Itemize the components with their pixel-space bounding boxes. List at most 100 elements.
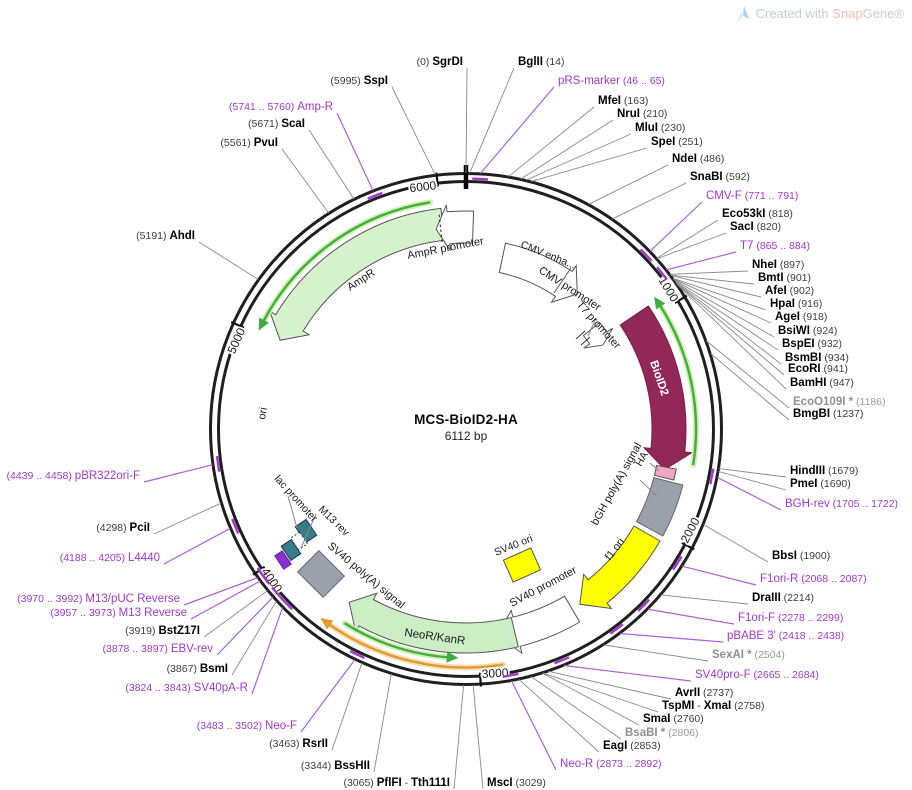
leader-bspei: [675, 281, 779, 351]
primer-foot-f1ori-f: [637, 598, 651, 612]
leader-bsmbi: [675, 281, 782, 365]
leader-sexai: [603, 644, 709, 662]
m13-rev-label: M13 rev: [316, 504, 352, 540]
leader-agei: [673, 278, 772, 324]
site-label-ecori: EcoRI (941): [788, 363, 848, 375]
leader-msci: [472, 684, 484, 790]
site-label-ahdi: (5191) AhdI: [136, 230, 195, 242]
leader-pbabe3: [619, 632, 724, 643]
primer-foot-amp-r: [367, 191, 383, 200]
site-label-bmgbi: BmgBI (1237): [793, 408, 863, 420]
leader-m13-reverse: [190, 580, 261, 620]
site-label-hpai: HpaI (916): [770, 298, 822, 310]
ha-leader: [649, 462, 660, 472]
leader-eco53ki: [656, 219, 719, 259]
bgh-leader: [639, 479, 658, 497]
site-label-sgrdi: (0) SgrDI: [417, 56, 463, 68]
t7-leader: [587, 317, 597, 337]
leader-afei: [670, 274, 762, 298]
leader-ebv-rev: [216, 596, 274, 656]
leader-bsabi: [530, 676, 622, 740]
leader-draiii: [660, 594, 749, 605]
leader-pflfi-tth111i: [453, 684, 465, 790]
primer-foot-prs-marker: [472, 177, 489, 181]
site-label-bsshii: (3344) BssHII: [301, 760, 370, 772]
feature-m13-rev-primer-box: [274, 550, 292, 570]
leader-sgrdi: [465, 67, 468, 174]
leader-bsshii: [373, 673, 392, 773]
lac-leader: [287, 495, 298, 529]
leader-neo-f: [300, 659, 356, 733]
site-label-sexai: SexAI * (2504): [712, 649, 785, 661]
leader-pmei: [718, 471, 787, 491]
tick-6000: [435, 172, 440, 187]
site-label-rsrii: (3463) RsrII: [269, 738, 328, 750]
leader-cmv-f: [649, 201, 703, 252]
leader-avrii: [548, 670, 672, 700]
leader-amp-r: [336, 112, 374, 191]
slash-mark-2: [580, 336, 591, 346]
site-label-bspei: BspEI (932): [782, 338, 842, 350]
leader-eagi: [518, 679, 600, 753]
primer-foot-sv40pa-r: [280, 597, 293, 611]
leader-m13-puc-reverse: [183, 577, 258, 606]
leader-bgh-rev: [717, 476, 782, 511]
lac-promoter-label: lac promoter: [272, 473, 320, 525]
site-label-prs-marker: pRS-marker (46 .. 65): [558, 75, 665, 87]
leader-spei: [531, 147, 648, 182]
leader-scai: [308, 129, 355, 200]
primer-foot-neo-r: [502, 672, 519, 678]
site-label-agei: AgeI (918): [775, 311, 827, 323]
feature-sv40-polya-box: [296, 549, 346, 599]
primer-foot-bgh-rev: [709, 468, 715, 485]
leader-neo-r: [511, 680, 557, 771]
site-label-spei: SpeI (251): [651, 136, 703, 148]
primer-foot-pbr322ori-f: [215, 455, 221, 472]
site-label-bamhi: BamHI (947): [790, 377, 854, 389]
site-label-pcii: (4298) PciI: [96, 522, 150, 534]
leader-bmgbi: [710, 353, 790, 421]
site-label-f1ori-r: F1ori-R (2068 .. 2087): [760, 573, 867, 585]
leader-mlui: [525, 133, 632, 181]
leader-ahdi: [198, 241, 259, 280]
site-label-bsabi: BsaBI * (2806): [625, 727, 699, 739]
leader-hindiii: [718, 468, 787, 478]
site-label-draiii: DraIII (2214): [752, 592, 814, 604]
site-label-ndei: NdeI (486): [672, 153, 724, 165]
site-label-cmv-f: CMV-F (771 .. 791): [706, 190, 798, 202]
leader-pvui: [281, 148, 329, 214]
site-label-ecoo109i: EcoO109I * (1186): [793, 396, 886, 408]
primer-foot-pbabe3: [609, 623, 624, 635]
snapgene-watermark: Created with SnapGene®: [735, 5, 904, 22]
primer-foot-t7: [656, 266, 668, 281]
leader-bamhi: [677, 284, 787, 390]
leader-mfei: [508, 106, 595, 177]
tick-5000: [230, 320, 245, 329]
snapgene-logo-icon: [737, 6, 749, 21]
site-label-pbabe3: pBABE 3' (2418 .. 2438): [727, 630, 844, 642]
site-label-smai: SmaI (2760): [643, 713, 704, 725]
feature-ha-tag: [653, 464, 677, 481]
site-label-msci: MscI (3029): [487, 777, 546, 789]
site-label-pvui: (5561) PvuI: [220, 137, 278, 149]
site-label-snabi: SnaBI (592): [690, 171, 750, 183]
feature-bgh-polya: [635, 476, 684, 537]
leader-pbr322ori-f: [143, 464, 213, 483]
tick-3000: [478, 672, 482, 687]
primer-foot-sv40pro-f: [554, 656, 570, 665]
orf-arrowhead-neor-orf: [446, 651, 459, 663]
m13-rev-leader: [300, 513, 317, 549]
leader-sv40pro-f: [563, 664, 692, 682]
site-label-bsiwi: BsiWI (924): [778, 325, 837, 337]
leader-bstz17i: [203, 590, 268, 638]
primer-foot-l4440: [231, 518, 240, 534]
site-label-mfei: MfeI (163): [598, 95, 648, 107]
primer-foot-cmv-f: [639, 248, 653, 262]
site-label-f1ori-f: F1ori-F (2278 .. 2299): [738, 612, 843, 624]
site-label-scai: (5671) ScaI: [248, 118, 305, 130]
leader-l4440: [163, 527, 231, 565]
site-label-tspmi-xmai: TspMI - XmaI (2758): [662, 700, 765, 712]
orf-arc-neor-orf: [343, 622, 449, 659]
plasmid-backbone-inner: [217, 180, 715, 678]
